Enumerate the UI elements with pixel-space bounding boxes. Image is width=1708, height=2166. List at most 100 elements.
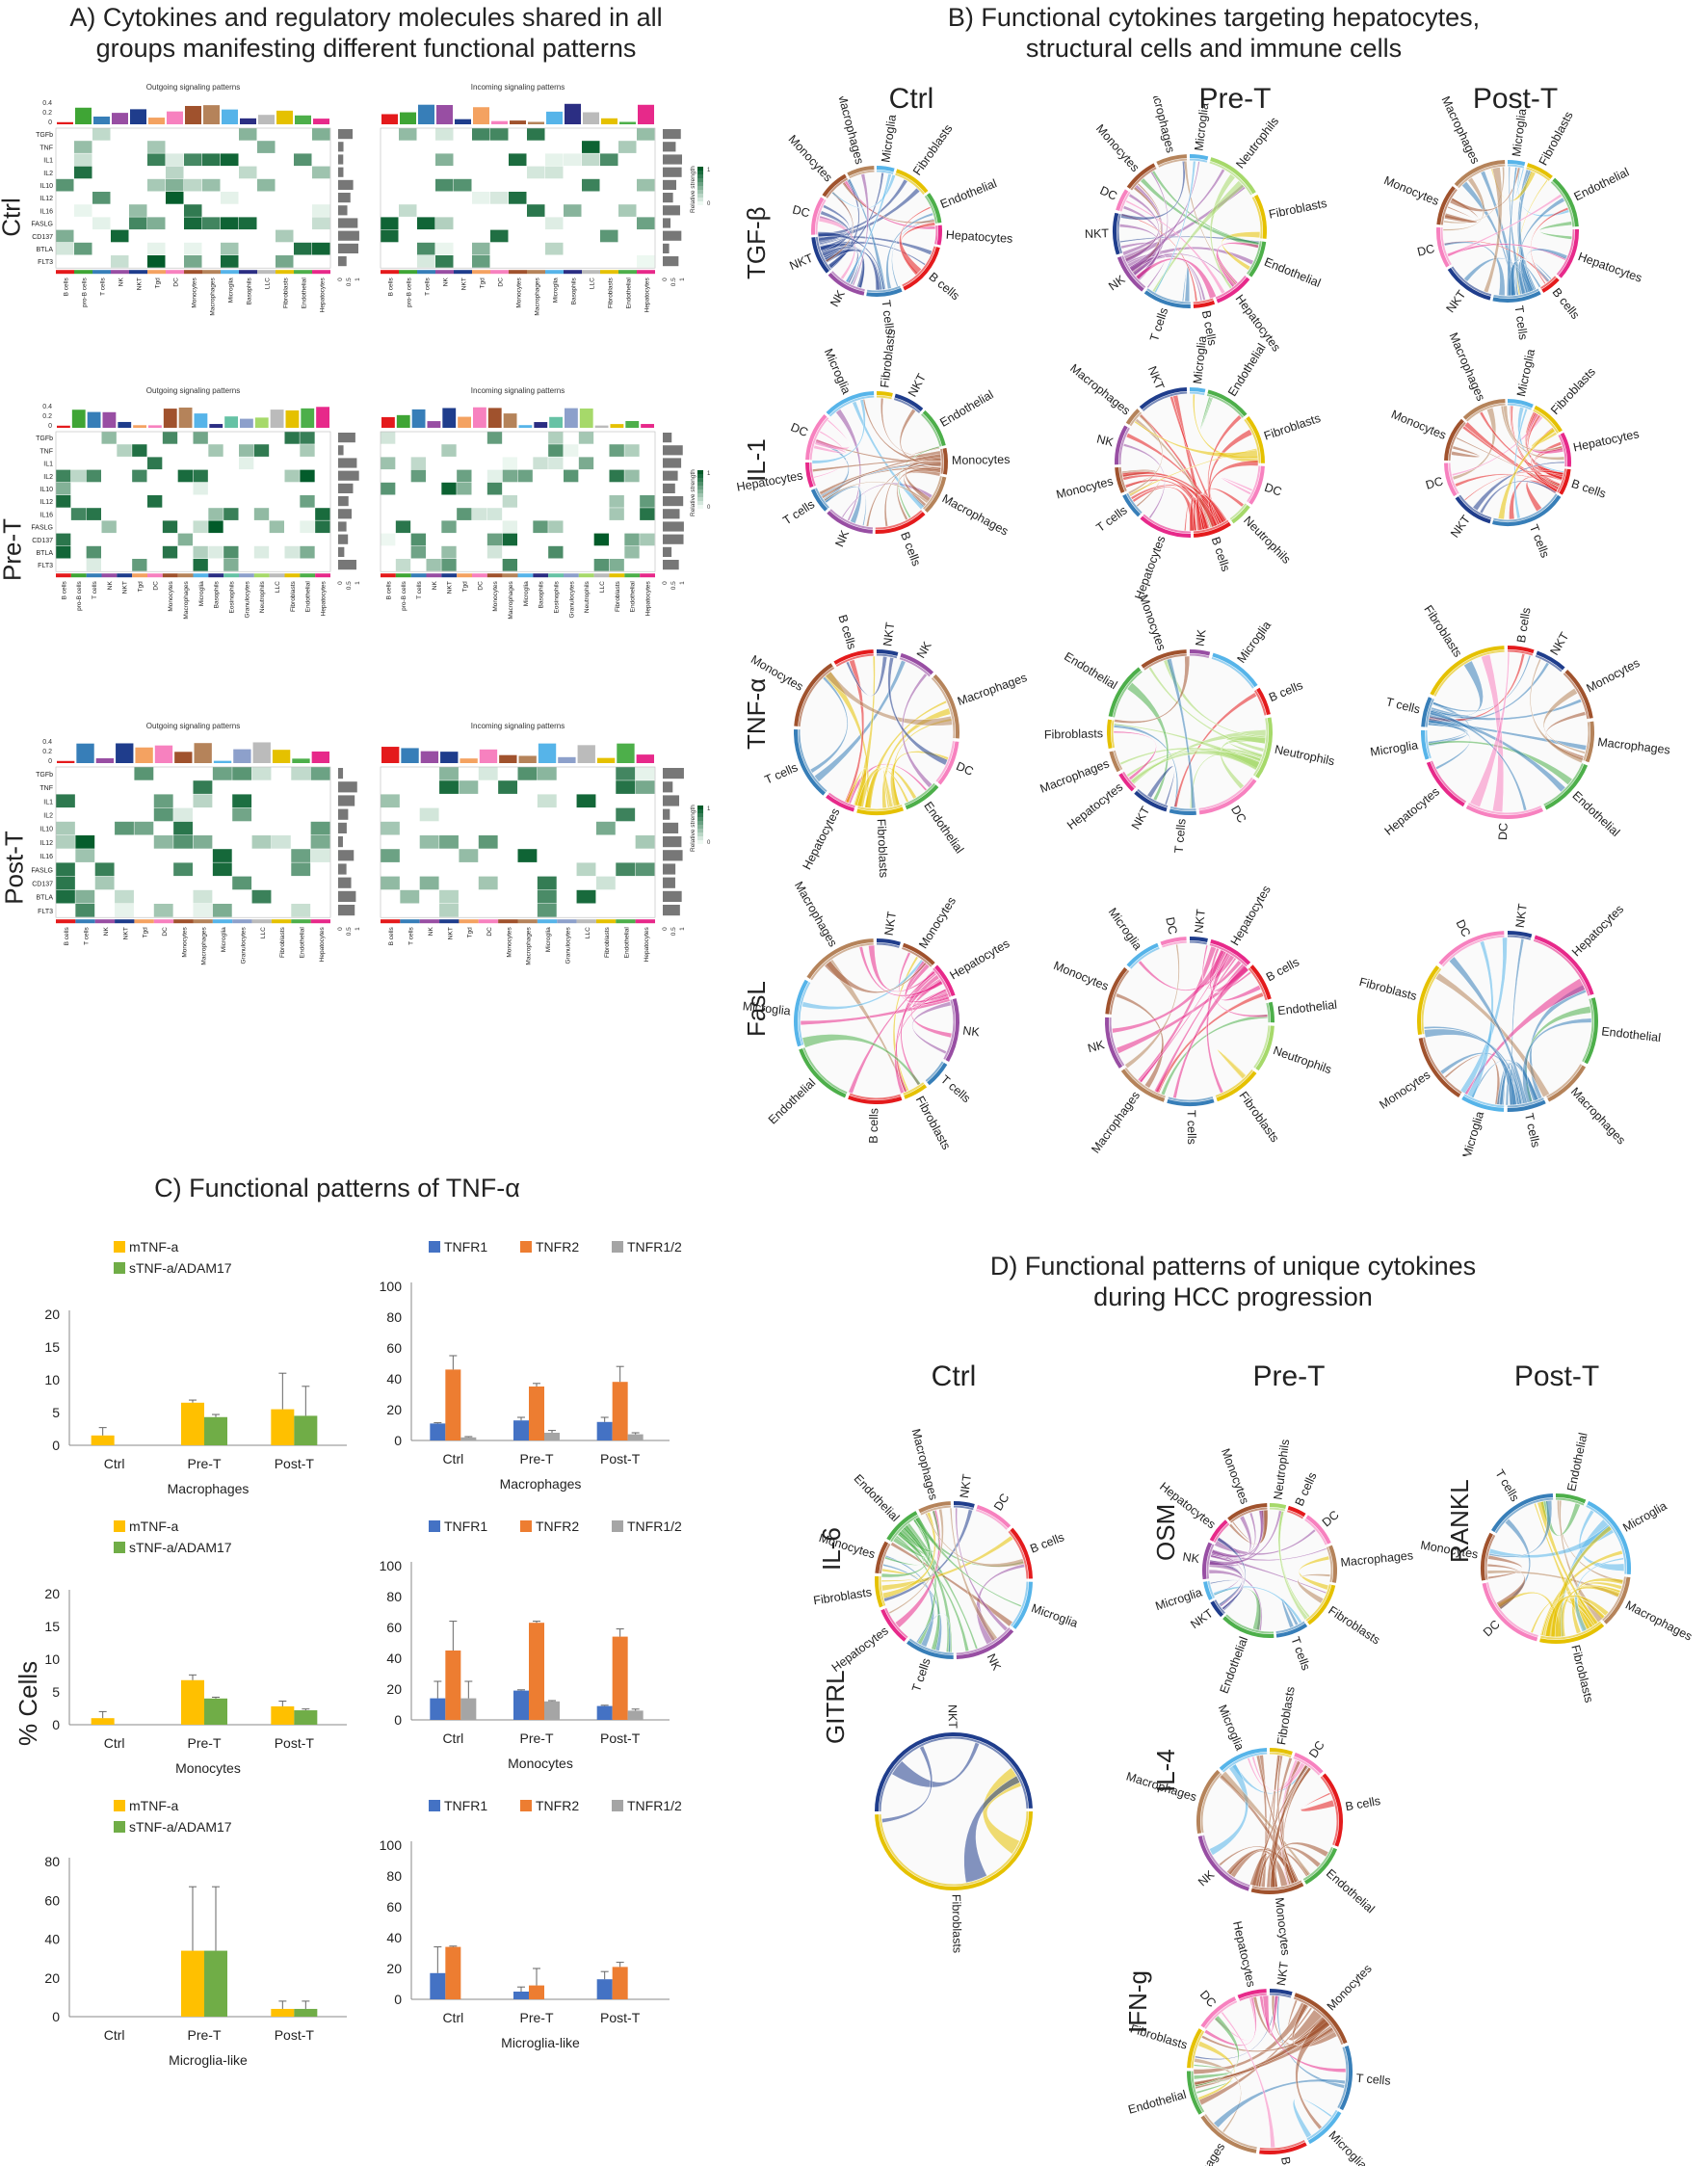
chord-ribbon: [1506, 167, 1518, 297]
chord-inner-arc: [849, 170, 875, 179]
heatmap-col-label: Fibroblasts: [282, 277, 289, 308]
chord-inner-arc: [1558, 435, 1567, 467]
chord-sector-arc: [1339, 2045, 1353, 2111]
chord-sector-arc: [1482, 1582, 1538, 1642]
heatmap-cell: [300, 469, 315, 483]
y-tick-label: 40: [386, 1371, 402, 1387]
chord-inner-arc: [903, 1082, 925, 1096]
heatmap-color-strip: [56, 919, 76, 924]
y-tick-label: 20: [386, 1681, 402, 1697]
heatmap-top-bar: [167, 111, 183, 124]
heatmap-side-bar: [663, 193, 673, 203]
chord-label: NKT: [1129, 804, 1153, 832]
chord-inner-arc: [829, 509, 874, 530]
heatmap-bottom-tick: 0.5: [670, 581, 677, 590]
heatmap-cell: [111, 229, 129, 243]
chord-label: Macrophages: [956, 671, 1029, 708]
heatmap-cell: [276, 255, 294, 268]
heatmap-col-label: Eosinophils: [553, 580, 560, 613]
chord-inner-arc: [1526, 167, 1551, 181]
heatmap-cell: [208, 545, 223, 559]
chord-ribbon: [1211, 951, 1252, 993]
legend-label: TNFR1: [444, 1239, 487, 1255]
chord-sector-arc: [922, 409, 946, 447]
chord-label: NKT: [788, 251, 816, 273]
chord-ribbon: [1529, 658, 1584, 764]
heatmap-side-bar: [663, 808, 670, 820]
legend-label: sTNF-a/ADAM17: [129, 1260, 232, 1276]
chord-ribbon: [1183, 160, 1237, 286]
bar-TNFR2: [529, 1623, 544, 1720]
heatmap-top-tick: 0: [48, 119, 52, 126]
chord-label: Fibroblasts: [1262, 411, 1322, 443]
chord-inner-arc: [1222, 1752, 1268, 1773]
chord-label: Neutrophils: [1274, 743, 1336, 769]
heatmap-cell: [517, 767, 538, 780]
legend-label: Relative strength: [690, 166, 696, 213]
chord-ribbon: [1113, 723, 1179, 807]
heatmap-cell: [184, 153, 202, 167]
chord-label: B cells: [1514, 607, 1534, 645]
heatmap-col-label: NKT: [122, 581, 129, 594]
heatmap-col-label: Granulocytes: [244, 580, 250, 618]
heatmap-cell: [202, 178, 221, 192]
chord-inner-arc: [1441, 935, 1505, 967]
chord-label: Monocytes: [1377, 1068, 1432, 1111]
heatmap-cell: [153, 807, 173, 822]
heatmap-col-label: Basophils: [246, 277, 252, 304]
heatmap-top-bar: [292, 758, 310, 763]
heatmap-bottom-tick: 0: [662, 277, 669, 281]
chord-inner-arc: [1507, 935, 1532, 940]
heatmap-side-bar: [338, 496, 349, 507]
bar-TNFR2: [612, 1636, 628, 1720]
chord-inner-arc: [828, 792, 855, 808]
chord-label: NKT: [1513, 903, 1530, 929]
heatmap-col-label: Macrophages: [209, 277, 216, 315]
chord-label: B cells: [898, 530, 923, 568]
heatmap-cell: [576, 794, 596, 808]
chord-inner-arc: [1337, 2047, 1349, 2109]
heatmap-col-label: Tgd: [467, 927, 474, 938]
chord-ribbon: [852, 173, 869, 286]
chord-sector-arc: [1421, 729, 1430, 760]
chord-ribbon: [814, 660, 907, 782]
heatmap-col-label: T cells: [424, 277, 431, 295]
chord-sector-arc: [1143, 290, 1191, 308]
chord-ribbon: [963, 1775, 1020, 1884]
heatmap-cell: [147, 457, 163, 470]
chord-sector-arc: [1189, 937, 1208, 942]
heatmap-col-label: LLC: [264, 277, 271, 289]
heatmap-cell: [115, 821, 134, 835]
chord-sector-arc: [1216, 277, 1250, 304]
chord-label: T cells: [1522, 1112, 1542, 1149]
chord-label: DC: [789, 420, 810, 439]
legend-gradient-step: [697, 182, 703, 186]
heatmap-cell: [381, 457, 396, 470]
chord-label: Hepatocytes: [1572, 427, 1641, 454]
chord-ribbon: [896, 467, 941, 521]
chord-diagram: NKTNKMacrophagesDCEndothelialFibroblasts…: [749, 613, 1029, 878]
heatmap-cell: [56, 545, 71, 559]
chord-sector-arc: [1587, 1500, 1631, 1575]
heatmap-side-bar: [338, 546, 345, 557]
chord-label: Microglia: [1234, 619, 1274, 666]
chord-inner-arc: [798, 982, 811, 1045]
heatmap-row-label: IL16: [39, 512, 53, 518]
heatmap-col-label: Fibroblasts: [290, 580, 297, 612]
panel-d-col-postt: Post-T: [1513, 1360, 1600, 1392]
heatmap-side-bar: [338, 863, 347, 875]
chord-inner-arc: [1602, 1576, 1626, 1622]
chord-inner-arc: [1189, 653, 1210, 658]
heatmap-color-strip: [129, 270, 147, 275]
heatmap-side-bar: [338, 154, 344, 165]
chord-inner-arc: [1209, 161, 1252, 196]
heatmap-cell: [294, 153, 312, 167]
chord-label: Endothelial: [1324, 1866, 1378, 1915]
bar-TNFR1/2: [627, 1710, 644, 1720]
heatmap-top-bar: [102, 411, 117, 428]
heatmap-cell: [600, 153, 618, 167]
chord-sector-arc: [1304, 1847, 1338, 1885]
chord-ribbon: [845, 172, 892, 283]
heatmap-cell: [609, 559, 624, 571]
